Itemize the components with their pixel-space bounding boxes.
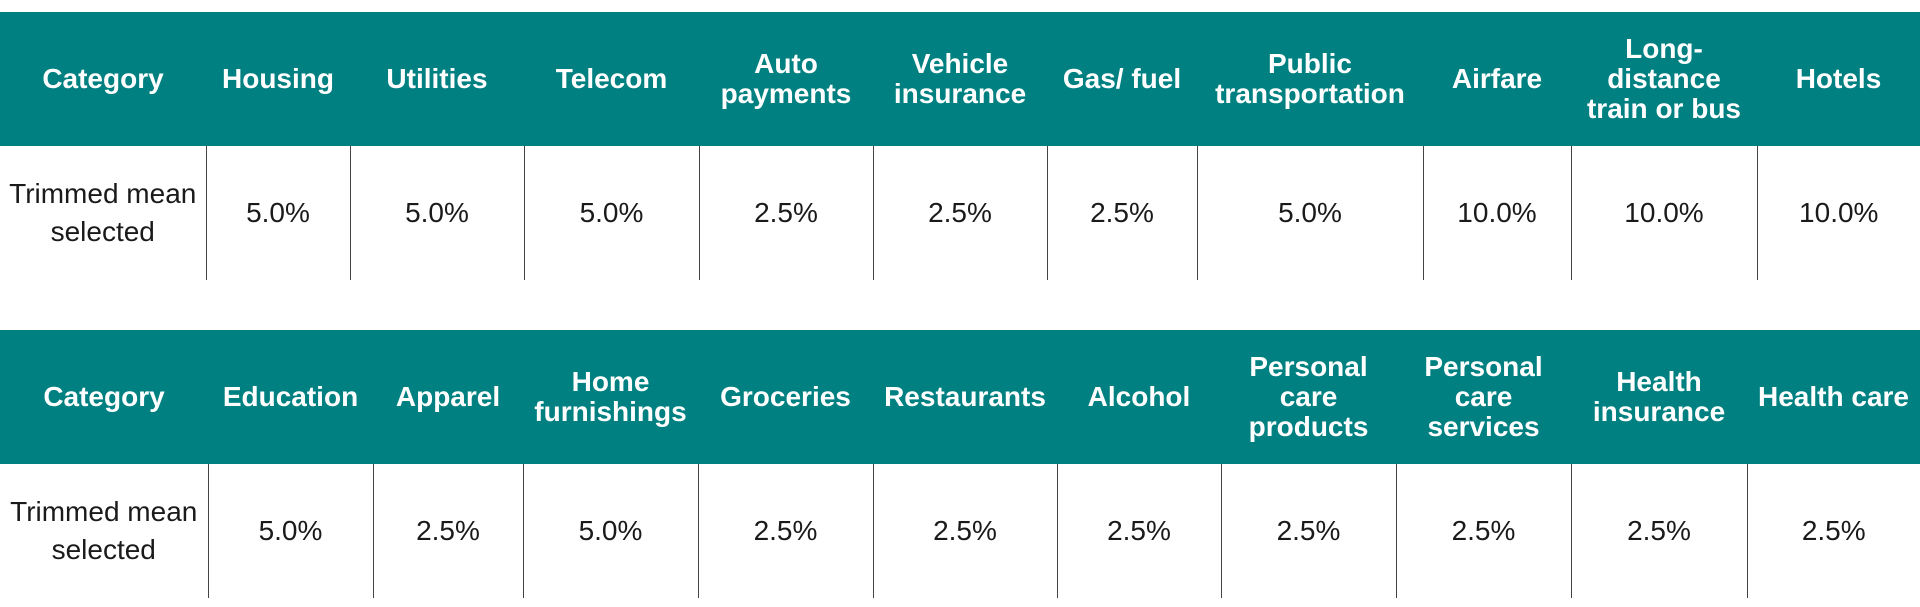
table-row: Trimmed mean selected 5.0% 5.0% 5.0% 2.5…	[0, 146, 1920, 280]
value-cell-personal-care-services: 2.5%	[1395, 464, 1571, 598]
row-label: Trimmed mean selected	[9, 178, 197, 247]
header-cell-airfare: Airfare	[1423, 12, 1571, 146]
header-cell-restaurants: Restaurants	[873, 330, 1057, 464]
header-cell-gas-fuel: Gas/ fuel	[1047, 12, 1197, 146]
header-row: Category Housing Utilities Telecom Auto …	[0, 12, 1920, 146]
header-cell-vehicle-insurance: Vehicle insurance	[873, 12, 1047, 146]
header-cell-category: Category	[0, 330, 208, 464]
value-cell-apparel: 2.5%	[372, 464, 523, 598]
header-cell-alcohol: Alcohol	[1057, 330, 1221, 464]
header-cell-public-transportation: Public transportation	[1197, 12, 1423, 146]
value-cell-hotels: 10.0%	[1756, 146, 1920, 280]
header-cell-long-distance-train-or-bus: Long-distance train or bus	[1571, 12, 1757, 146]
value-cell-health-care: 2.5%	[1746, 464, 1920, 598]
header-cell-housing: Housing	[206, 12, 350, 146]
value-cell-personal-care-products: 2.5%	[1220, 464, 1396, 598]
value-cell-telecom: 5.0%	[523, 146, 699, 280]
value-cell-public-transportation: 5.0%	[1196, 146, 1423, 280]
header-cell-category: Category	[0, 12, 206, 146]
header-cell-health-insurance: Health insurance	[1571, 330, 1747, 464]
value-cell-auto-payments: 2.5%	[698, 146, 873, 280]
value-cell-long-distance-train-or-bus: 10.0%	[1570, 146, 1757, 280]
header-cell-personal-care-services: Personal care services	[1396, 330, 1571, 464]
header-cell-home-furnishings: Home furnishings	[523, 330, 698, 464]
value-cell-education: 5.0%	[207, 464, 373, 598]
header-row: Category Education Apparel Home furnishi…	[0, 330, 1920, 464]
value-cell-alcohol: 2.5%	[1056, 464, 1221, 598]
header-cell-education: Education	[208, 330, 373, 464]
header-cell-telecom: Telecom	[524, 12, 699, 146]
header-cell-personal-care-products: Personal care products	[1221, 330, 1396, 464]
trimmed-mean-table-2: Category Education Apparel Home furnishi…	[0, 330, 1920, 598]
header-cell-health-care: Health care	[1747, 330, 1920, 464]
header-cell-auto-payments: Auto payments	[699, 12, 873, 146]
value-cell-groceries: 2.5%	[697, 464, 873, 598]
header-cell-utilities: Utilities	[350, 12, 524, 146]
value-cell-housing: 5.0%	[205, 146, 350, 280]
trimmed-mean-table-1: Category Housing Utilities Telecom Auto …	[0, 12, 1920, 280]
header-cell-hotels: Hotels	[1757, 12, 1920, 146]
header-cell-groceries: Groceries	[698, 330, 873, 464]
value-cell-gas-fuel: 2.5%	[1046, 146, 1197, 280]
value-cell-utilities: 5.0%	[349, 146, 524, 280]
value-cell-vehicle-insurance: 2.5%	[872, 146, 1047, 280]
table-row: Trimmed mean selected 5.0% 2.5% 5.0% 2.5…	[0, 464, 1920, 598]
value-cell-restaurants: 2.5%	[872, 464, 1057, 598]
value-cell-health-insurance: 2.5%	[1570, 464, 1747, 598]
value-cell-home-furnishings: 5.0%	[522, 464, 698, 598]
row-label: Trimmed mean selected	[10, 496, 198, 565]
header-cell-apparel: Apparel	[373, 330, 523, 464]
value-cell-airfare: 10.0%	[1422, 146, 1571, 280]
